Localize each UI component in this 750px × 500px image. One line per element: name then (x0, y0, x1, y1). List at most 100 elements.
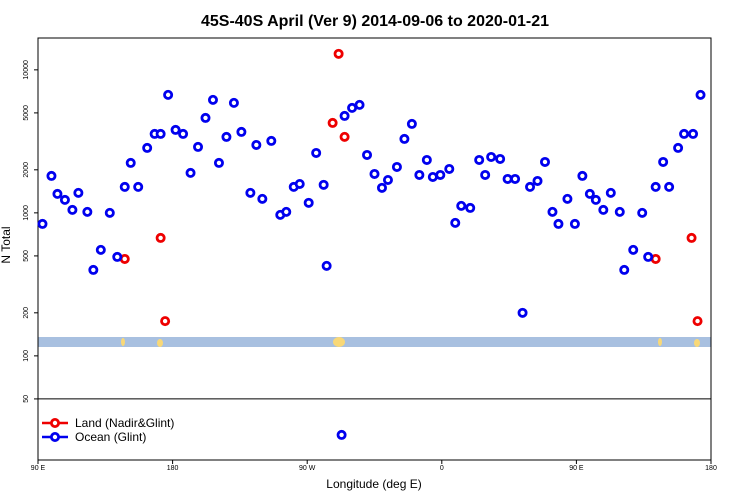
point (695, 89, 706, 100)
point (327, 117, 338, 128)
point (185, 167, 196, 178)
point (692, 316, 703, 327)
point (228, 97, 239, 108)
point (294, 178, 305, 189)
point (266, 135, 277, 146)
point (52, 188, 63, 199)
point (450, 217, 461, 228)
point (553, 218, 564, 229)
point (73, 187, 84, 198)
chart-title: 45S-40S April (Ver 9) 2014-09-06 to 2020… (201, 13, 549, 30)
point (474, 154, 485, 165)
point (236, 126, 247, 137)
point (539, 156, 550, 167)
legend-label: Land (Nadir&Glint) (75, 416, 174, 430)
y-tick-label: 10000 (23, 60, 30, 80)
legend-marker (50, 417, 61, 428)
plot-frame (37, 37, 712, 461)
point (336, 429, 347, 440)
point (119, 181, 130, 192)
point (339, 131, 350, 142)
point (510, 173, 521, 184)
point (495, 153, 506, 164)
point (414, 169, 425, 180)
point (207, 94, 218, 105)
legend-label: Ocean (Glint) (75, 430, 146, 444)
point (82, 206, 93, 217)
point (658, 156, 669, 167)
y-tick-label: 2000 (23, 162, 30, 178)
point (200, 112, 211, 123)
x-tick-label: 180 (705, 465, 717, 472)
point (155, 232, 166, 243)
point (362, 149, 373, 160)
point (643, 251, 654, 262)
point (311, 147, 322, 158)
point (598, 204, 609, 215)
y-tick-label: 100 (23, 350, 30, 362)
y-tick-label: 200 (23, 307, 30, 319)
point (562, 193, 573, 204)
point (170, 124, 181, 135)
point (486, 151, 497, 162)
point (391, 161, 402, 172)
point (163, 89, 174, 100)
point (318, 179, 329, 190)
point (339, 110, 350, 121)
point (160, 316, 171, 327)
point (532, 175, 543, 186)
point (321, 260, 332, 271)
y-tick-label: 1000 (23, 205, 30, 221)
point (547, 206, 558, 217)
point (435, 169, 446, 180)
point (257, 193, 268, 204)
point (590, 194, 601, 205)
x-tick-label: 180 (167, 465, 179, 472)
point (142, 142, 153, 153)
point (112, 251, 123, 262)
x-axis-label: Longitude (deg E) (326, 477, 421, 491)
point (650, 181, 661, 192)
point (480, 169, 491, 180)
point (354, 99, 365, 110)
point (133, 181, 144, 192)
y-tick-label: 50 (23, 395, 30, 403)
point (465, 202, 476, 213)
point (369, 168, 380, 179)
point (664, 181, 675, 192)
point (46, 170, 57, 181)
point (37, 218, 48, 229)
point (686, 232, 697, 243)
point (281, 206, 292, 217)
point (637, 207, 648, 218)
point (251, 139, 262, 150)
point (221, 131, 232, 142)
x-tick-label: 90 E (569, 465, 584, 472)
legend-marker (50, 431, 61, 442)
point (155, 128, 166, 139)
point (673, 142, 684, 153)
point (95, 244, 106, 255)
point (399, 133, 410, 144)
point (688, 128, 699, 139)
point (178, 128, 189, 139)
point (213, 157, 224, 168)
point (444, 163, 455, 174)
point (59, 194, 70, 205)
point (421, 154, 432, 165)
point (456, 200, 467, 211)
point (517, 307, 528, 318)
point (104, 207, 115, 218)
point (376, 182, 387, 193)
point (88, 264, 99, 275)
y-axis-label: N Total (0, 226, 13, 263)
x-tick-label: 90 W (299, 465, 316, 472)
x-tick-label: 90 E (31, 465, 46, 472)
point (577, 170, 588, 181)
point (679, 128, 690, 139)
point (67, 204, 78, 215)
point (525, 181, 536, 192)
point (605, 187, 616, 198)
point (245, 187, 256, 198)
